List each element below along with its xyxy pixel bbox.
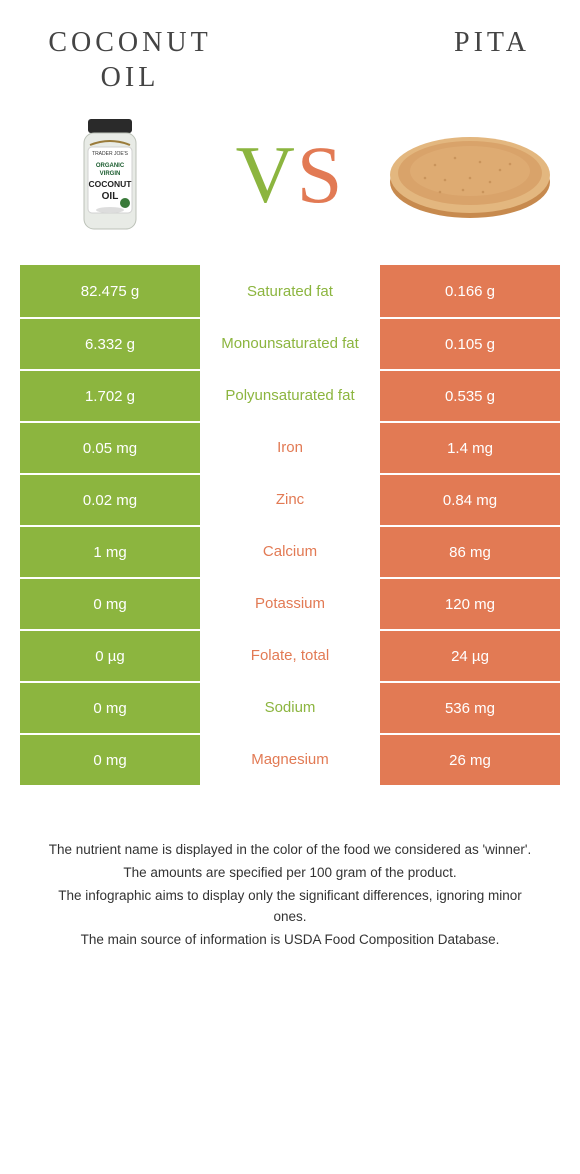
vs-label: VS (236, 128, 345, 222)
nutrient-name-cell: Iron (200, 421, 380, 473)
footnote-line: The nutrient name is displayed in the co… (40, 840, 540, 861)
left-value-cell: 0 mg (20, 733, 200, 785)
infographic-container: COCONUT OIL PITA TRADER JOE'S ORGANIC VI… (0, 0, 580, 951)
nutrient-name-cell: Calcium (200, 525, 380, 577)
vs-v: V (236, 129, 297, 220)
left-value-cell: 0 mg (20, 681, 200, 733)
nutrient-name-cell: Potassium (200, 577, 380, 629)
footnote-line: The main source of information is USDA F… (40, 930, 540, 951)
right-value-cell: 26 mg (380, 733, 560, 785)
nutrient-name-cell: Polyunsaturated fat (200, 369, 380, 421)
nutrient-comparison-table: 82.475 gSaturated fat0.166 g6.332 gMonou… (20, 265, 560, 785)
title-row: COCONUT OIL PITA (0, 0, 580, 105)
left-value-cell: 82.475 g (20, 265, 200, 317)
nutrient-name-cell: Monounsaturated fat (200, 317, 380, 369)
svg-text:VIRGIN: VIRGIN (100, 171, 121, 177)
right-value-cell: 86 mg (380, 525, 560, 577)
footnote-line: The infographic aims to display only the… (40, 886, 540, 928)
footnote-line: The amounts are specified per 100 gram o… (40, 863, 540, 884)
right-value-cell: 0.84 mg (380, 473, 560, 525)
svg-text:ORGANIC: ORGANIC (96, 163, 125, 169)
nutrient-name-cell: Magnesium (200, 733, 380, 785)
jar-brand-text: TRADER JOE'S (92, 151, 129, 157)
right-value-cell: 24 µg (380, 629, 560, 681)
table-row: 1 mgCalcium86 mg (20, 525, 560, 577)
nutrient-name-cell: Folate, total (200, 629, 380, 681)
table-row: 1.702 gPolyunsaturated fat0.535 g (20, 369, 560, 421)
table-row: 0 mgMagnesium26 mg (20, 733, 560, 785)
vs-s: S (297, 129, 345, 220)
nutrient-name-cell: Zinc (200, 473, 380, 525)
right-value-cell: 0.166 g (380, 265, 560, 317)
footnotes: The nutrient name is displayed in the co… (40, 840, 540, 951)
right-value-cell: 120 mg (380, 577, 560, 629)
table-row: 0 mgPotassium120 mg (20, 577, 560, 629)
pita-bread-icon (385, 120, 555, 230)
svg-text:OIL: OIL (102, 191, 119, 202)
left-value-cell: 0.02 mg (20, 473, 200, 525)
left-value-cell: 1 mg (20, 525, 200, 577)
table-row: 0.05 mgIron1.4 mg (20, 421, 560, 473)
left-food-image: TRADER JOE'S ORGANIC VIRGIN COCONUT OIL (25, 110, 195, 240)
right-value-cell: 536 mg (380, 681, 560, 733)
left-value-cell: 0 mg (20, 577, 200, 629)
nutrient-name-cell: Saturated fat (200, 265, 380, 317)
coconut-oil-jar-icon: TRADER JOE'S ORGANIC VIRGIN COCONUT OIL (70, 115, 150, 235)
table-row: 82.475 gSaturated fat0.166 g (20, 265, 560, 317)
right-value-cell: 0.535 g (380, 369, 560, 421)
hero-row: TRADER JOE'S ORGANIC VIRGIN COCONUT OIL … (0, 105, 580, 265)
table-row: 0 mgSodium536 mg (20, 681, 560, 733)
left-value-cell: 1.702 g (20, 369, 200, 421)
right-value-cell: 0.105 g (380, 317, 560, 369)
table-row: 0.02 mgZinc0.84 mg (20, 473, 560, 525)
right-value-cell: 1.4 mg (380, 421, 560, 473)
right-food-title: PITA (350, 25, 550, 60)
svg-text:COCONUT: COCONUT (89, 179, 133, 189)
table-row: 6.332 gMonounsaturated fat0.105 g (20, 317, 560, 369)
left-food-title: COCONUT OIL (30, 25, 230, 95)
left-value-cell: 0 µg (20, 629, 200, 681)
right-food-image (385, 110, 555, 240)
table-row: 0 µgFolate, total24 µg (20, 629, 560, 681)
left-value-cell: 0.05 mg (20, 421, 200, 473)
left-value-cell: 6.332 g (20, 317, 200, 369)
nutrient-name-cell: Sodium (200, 681, 380, 733)
